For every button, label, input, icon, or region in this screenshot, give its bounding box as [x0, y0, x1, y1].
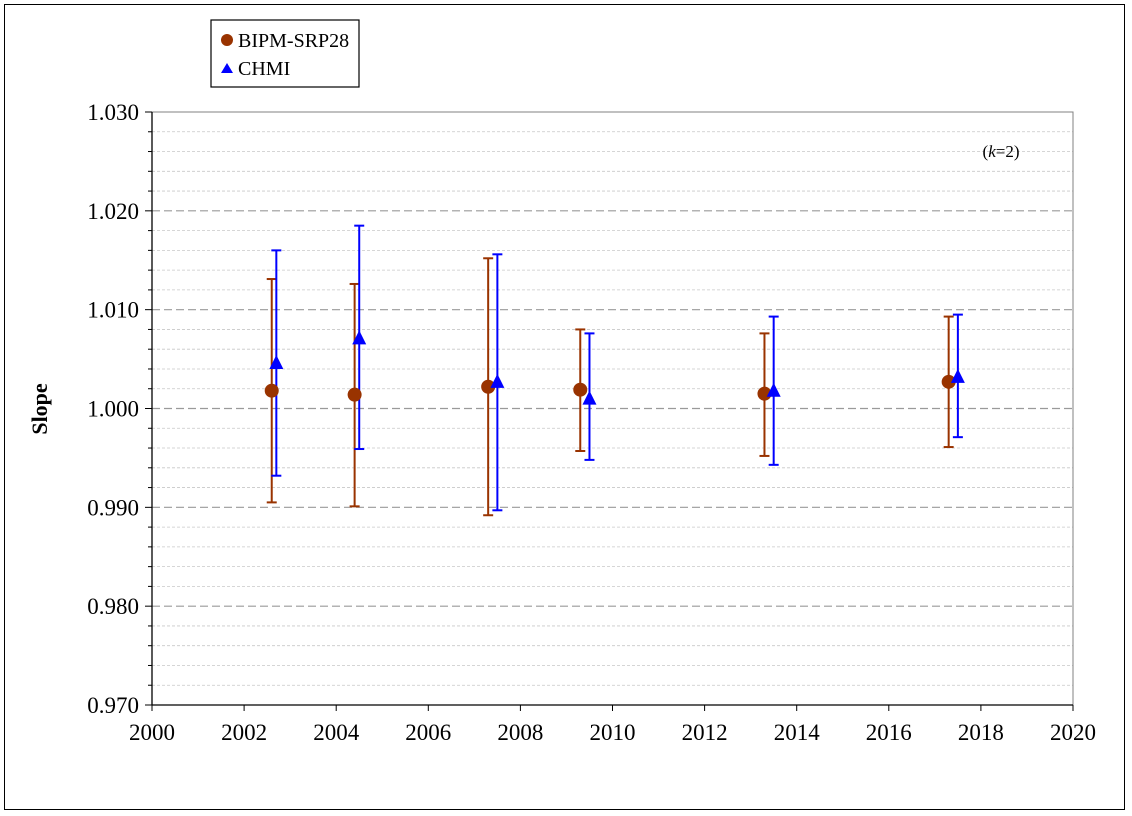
- chmi-point: [490, 373, 505, 388]
- y-tick-label: 0.970: [87, 693, 139, 718]
- x-tick-label: 2002: [221, 720, 267, 745]
- x-tick-label: 2020: [1050, 720, 1096, 745]
- y-tick-label: 0.980: [87, 594, 139, 619]
- chmi-point: [582, 390, 597, 405]
- bipm-point: [264, 383, 279, 398]
- chmi-point: [352, 330, 367, 345]
- y-tick-label: 1.030: [87, 100, 139, 125]
- x-tick-label: 2000: [129, 720, 175, 745]
- legend-triangle-icon: [221, 63, 233, 73]
- axes: [145, 111, 1074, 711]
- annotation-open: (: [983, 142, 989, 161]
- legend-circle-icon: [221, 34, 233, 46]
- bipm-point: [573, 382, 588, 397]
- annotation-rest: =2): [996, 142, 1020, 161]
- chmi-point: [766, 382, 781, 397]
- bipm-point: [941, 374, 956, 389]
- bipm-point: [347, 387, 362, 402]
- x-tick-label: 2012: [682, 720, 728, 745]
- x-tick-label: 2008: [497, 720, 543, 745]
- x-tick-label: 2006: [405, 720, 451, 745]
- chart-frame: [4, 4, 1125, 810]
- y-axis-label: Slope: [27, 383, 52, 435]
- bipm-point: [757, 386, 772, 401]
- y-tick-labels: 0.970 0.980 0.990 1.000 1.010 1.020 1.030: [87, 100, 139, 718]
- error-bars: [266, 224, 963, 517]
- bipm-point: [481, 379, 496, 394]
- legend-box: [210, 19, 360, 88]
- grid-lines: [152, 131, 1073, 686]
- y-tick-label: 1.020: [87, 199, 139, 224]
- y-tick-label: 1.000: [87, 397, 139, 422]
- x-tick-label: 2004: [313, 720, 360, 745]
- x-tick-label: 2014: [774, 720, 821, 745]
- y-tick-label: 1.010: [87, 298, 139, 323]
- x-tick-label: 2018: [958, 720, 1004, 745]
- annotation-k: k: [988, 142, 996, 161]
- chmi-point: [950, 368, 965, 383]
- x-tick-labels: 2000 2002 2004 2006 2008 2010 2012 2014 2016 2018…: [129, 720, 1096, 745]
- x-tick-label: 2010: [590, 720, 636, 745]
- legend: BIPM-SRP28 CHMI: [210, 19, 360, 88]
- chmi-point: [269, 355, 284, 370]
- x-tick-label: 2016: [866, 720, 912, 745]
- k-annotation: (k=2): [983, 142, 1020, 161]
- y-tick-label: 0.990: [87, 495, 139, 520]
- legend-label-chmi: CHMI: [238, 58, 290, 80]
- legend-label-bipm: BIPM-SRP28: [238, 30, 349, 52]
- data-markers: [264, 330, 965, 405]
